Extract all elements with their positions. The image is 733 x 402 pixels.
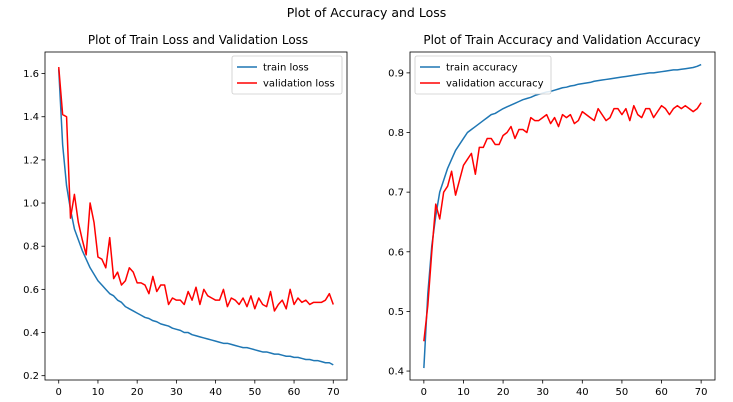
loss-series-line-0	[57, 69, 334, 366]
figure-suptitle: Plot of Accuracy and Loss	[286, 5, 447, 20]
loss-y-tick-label: 0.2	[23, 371, 39, 382]
loss-x-tick-label: 70	[327, 387, 340, 398]
loss-y-tick-label: 1.4	[23, 112, 39, 123]
loss-legend-box	[231, 55, 343, 95]
loss-y-tick-label: 0.6	[23, 285, 39, 296]
loss-axes-frame	[44, 51, 348, 381]
loss-y-tick-label: 1.2	[23, 155, 39, 166]
loss-y-tick-label: 0.4	[23, 328, 39, 339]
loss-x-tick-label: 30	[170, 387, 183, 398]
loss-y-tick-label: 1.0	[23, 199, 39, 210]
loss-x-tick-label: 20	[131, 387, 144, 398]
loss-x-tick-label: 0	[56, 387, 62, 398]
loss-x-tick-label: 50	[248, 387, 261, 398]
loss-chart-title: Plot of Train Loss and Validation Loss	[88, 33, 308, 47]
loss-y-tick-label: 0.8	[23, 242, 39, 253]
loss-x-tick-label: 40	[209, 387, 222, 398]
loss-x-tick-label: 60	[288, 387, 301, 398]
loss-legend-label-1: validation loss	[263, 79, 335, 90]
loss-legend-label-0: train loss	[263, 63, 309, 74]
loss-x-tick-label: 10	[92, 387, 105, 398]
loss-series-line-1	[57, 67, 334, 312]
loss-y-tick-label: 1.6	[23, 69, 39, 80]
